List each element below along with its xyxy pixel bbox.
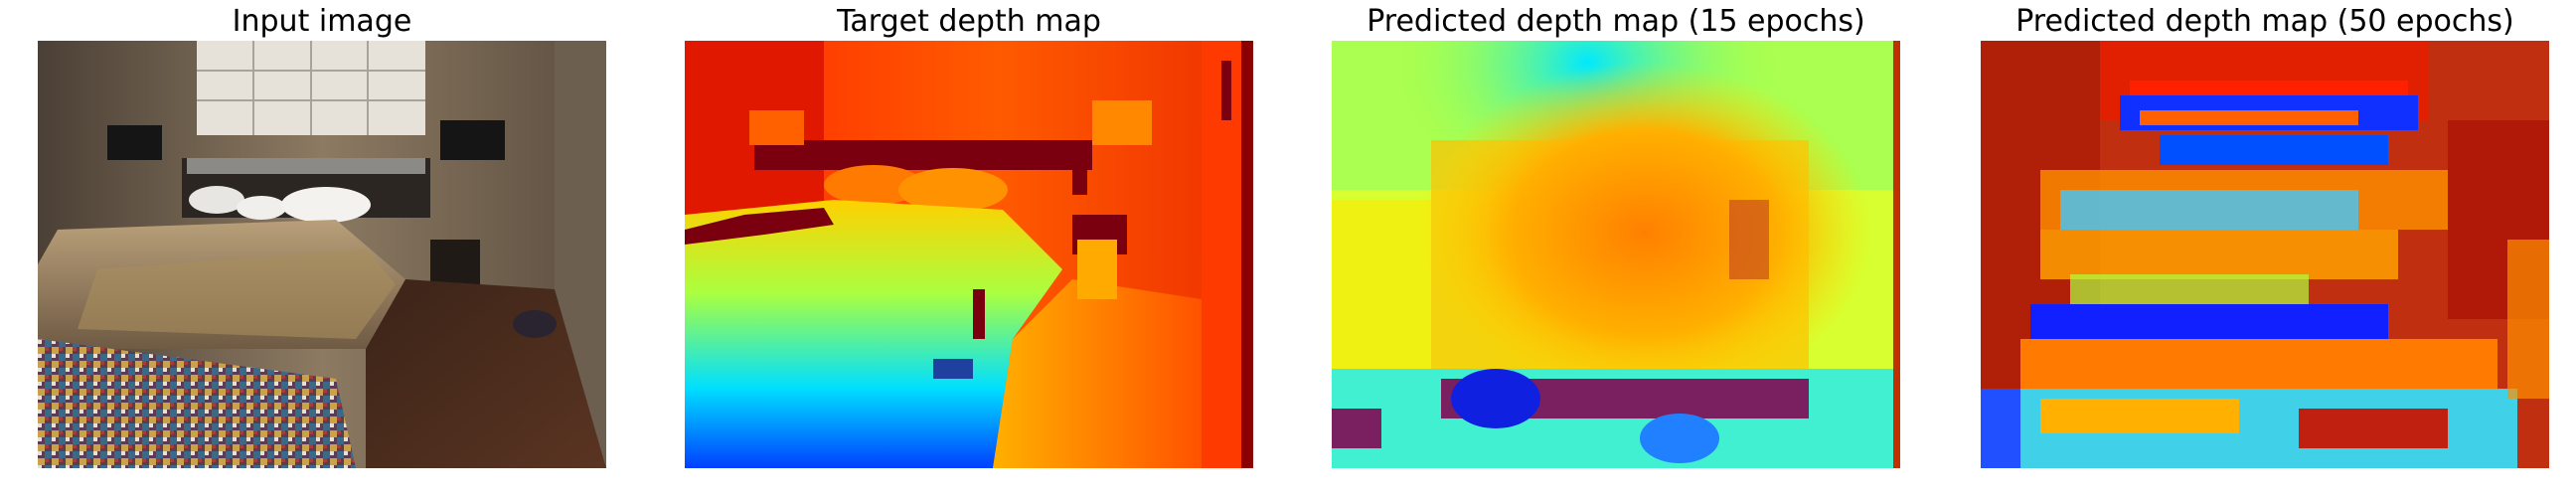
- input-image: [38, 41, 606, 468]
- predicted-depth-15-image: [1332, 41, 1900, 468]
- panel-title-pred-50: Predicted depth map (50 epochs): [2015, 4, 2514, 39]
- panel-pred-15: Predicted depth map (15 epochs): [1332, 0, 1900, 501]
- panel-input-image: Input image: [38, 0, 606, 501]
- panel-title-pred-15: Predicted depth map (15 epochs): [1367, 4, 1865, 39]
- panel-title-target: Target depth map: [837, 4, 1101, 39]
- panel-title-input: Input image: [232, 4, 412, 39]
- panel-target-depth: Target depth map: [685, 0, 1253, 501]
- target-depth-image: [685, 41, 1253, 468]
- panel-pred-50: Predicted depth map (50 epochs): [1981, 0, 2549, 501]
- predicted-depth-50-image: [1981, 41, 2549, 468]
